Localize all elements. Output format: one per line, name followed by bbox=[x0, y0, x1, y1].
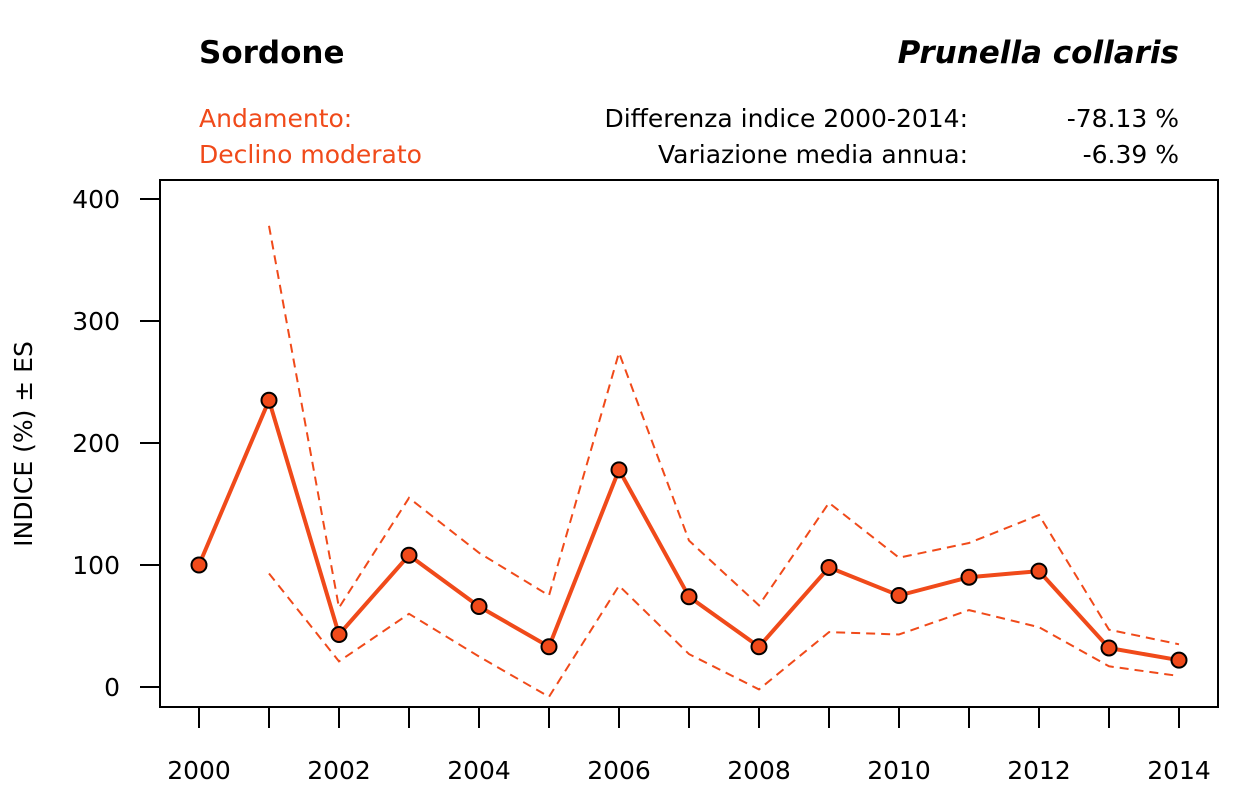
x-tick-label-2008: 2008 bbox=[727, 756, 791, 785]
lower-se-line bbox=[268, 572, 1180, 699]
data-point-2009 bbox=[820, 558, 838, 576]
points-layer bbox=[190, 391, 1188, 669]
data-point-2011 bbox=[960, 568, 978, 586]
data-point-2002 bbox=[330, 626, 348, 644]
trend-value: Declino moderato bbox=[199, 140, 422, 169]
y-tick-label-200: 200 bbox=[72, 429, 120, 458]
series-layer bbox=[197, 225, 1180, 699]
axes-layer: 0 100 200 300 400 2000 2002 2004 2006 2008 2010 201… bbox=[72, 185, 1211, 785]
data-point-2005 bbox=[540, 638, 558, 656]
data-point-2012 bbox=[1030, 562, 1048, 580]
data-point-2007 bbox=[680, 588, 698, 606]
x-tick-label-2014: 2014 bbox=[1147, 756, 1211, 785]
annual-value: -6.39 % bbox=[1083, 140, 1179, 169]
trend-label: Andamento: bbox=[199, 104, 352, 133]
y-tick-label-0: 0 bbox=[104, 673, 120, 702]
x-tick-label-2006: 2006 bbox=[587, 756, 651, 785]
upper-se-line bbox=[268, 225, 1180, 646]
annual-label: Variazione media annua: bbox=[658, 140, 968, 169]
data-point-2014 bbox=[1170, 651, 1188, 669]
diff-value: -78.13 % bbox=[1067, 104, 1179, 133]
x-tick-label-2010: 2010 bbox=[867, 756, 931, 785]
diff-label: Differenza indice 2000-2014: bbox=[604, 104, 968, 133]
x-tick-label-2012: 2012 bbox=[1007, 756, 1071, 785]
data-point-2010 bbox=[890, 587, 908, 604]
species-name: Prunella collaris bbox=[898, 35, 1179, 71]
y-axis-label: INDICE (%) ± ES bbox=[9, 341, 38, 547]
x-tick-label-2004: 2004 bbox=[447, 756, 511, 785]
x-tick-label-2000: 2000 bbox=[167, 756, 231, 785]
data-point-2008 bbox=[750, 638, 768, 656]
chart-title: Sordone bbox=[199, 35, 345, 71]
y-tick-label-300: 300 bbox=[72, 307, 120, 336]
data-point-2004 bbox=[470, 597, 488, 615]
data-point-2013 bbox=[1100, 639, 1118, 657]
data-point-2003 bbox=[400, 546, 418, 564]
y-tick-label-100: 100 bbox=[72, 551, 120, 580]
y-tick-label-400: 400 bbox=[72, 185, 120, 214]
x-tick-label-2002: 2002 bbox=[307, 756, 371, 785]
plot-frame bbox=[159, 179, 1219, 708]
data-point-2006 bbox=[610, 461, 628, 479]
data-point-2001 bbox=[260, 391, 278, 409]
index-line bbox=[197, 398, 1180, 663]
data-point-2000 bbox=[190, 556, 208, 574]
